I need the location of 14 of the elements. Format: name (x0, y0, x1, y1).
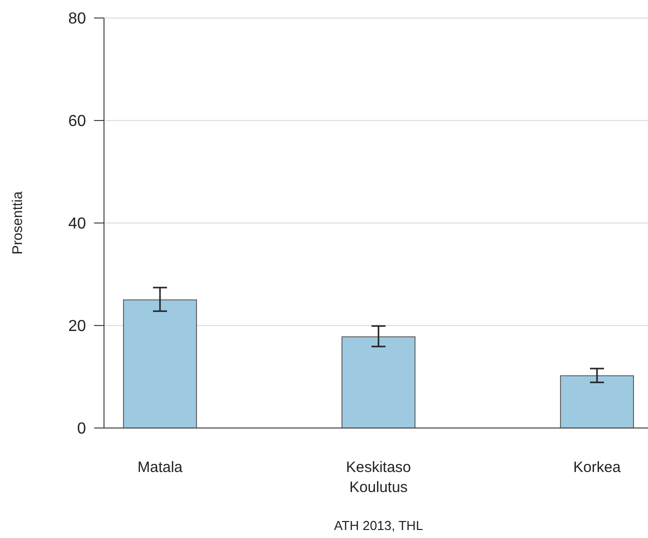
bar (342, 336, 416, 428)
x-tick-label: Keskitaso (346, 459, 412, 476)
y-tick-label: 60 (68, 113, 86, 130)
y-tick-label: 80 (68, 10, 86, 28)
text: ATH 2013, THL (334, 518, 424, 533)
y-axis-title: Prosenttia (9, 191, 25, 255)
y-tick-label: 20 (68, 318, 86, 336)
bar (560, 375, 634, 428)
x-tick-label: Matala (137, 459, 184, 476)
x-axis-title: Koulutus (349, 479, 408, 496)
bar (123, 299, 197, 428)
y-tick-label: 0 (77, 420, 86, 438)
y-tick-label: 40 (68, 216, 86, 233)
x-tick-label: Korkea (573, 459, 622, 476)
